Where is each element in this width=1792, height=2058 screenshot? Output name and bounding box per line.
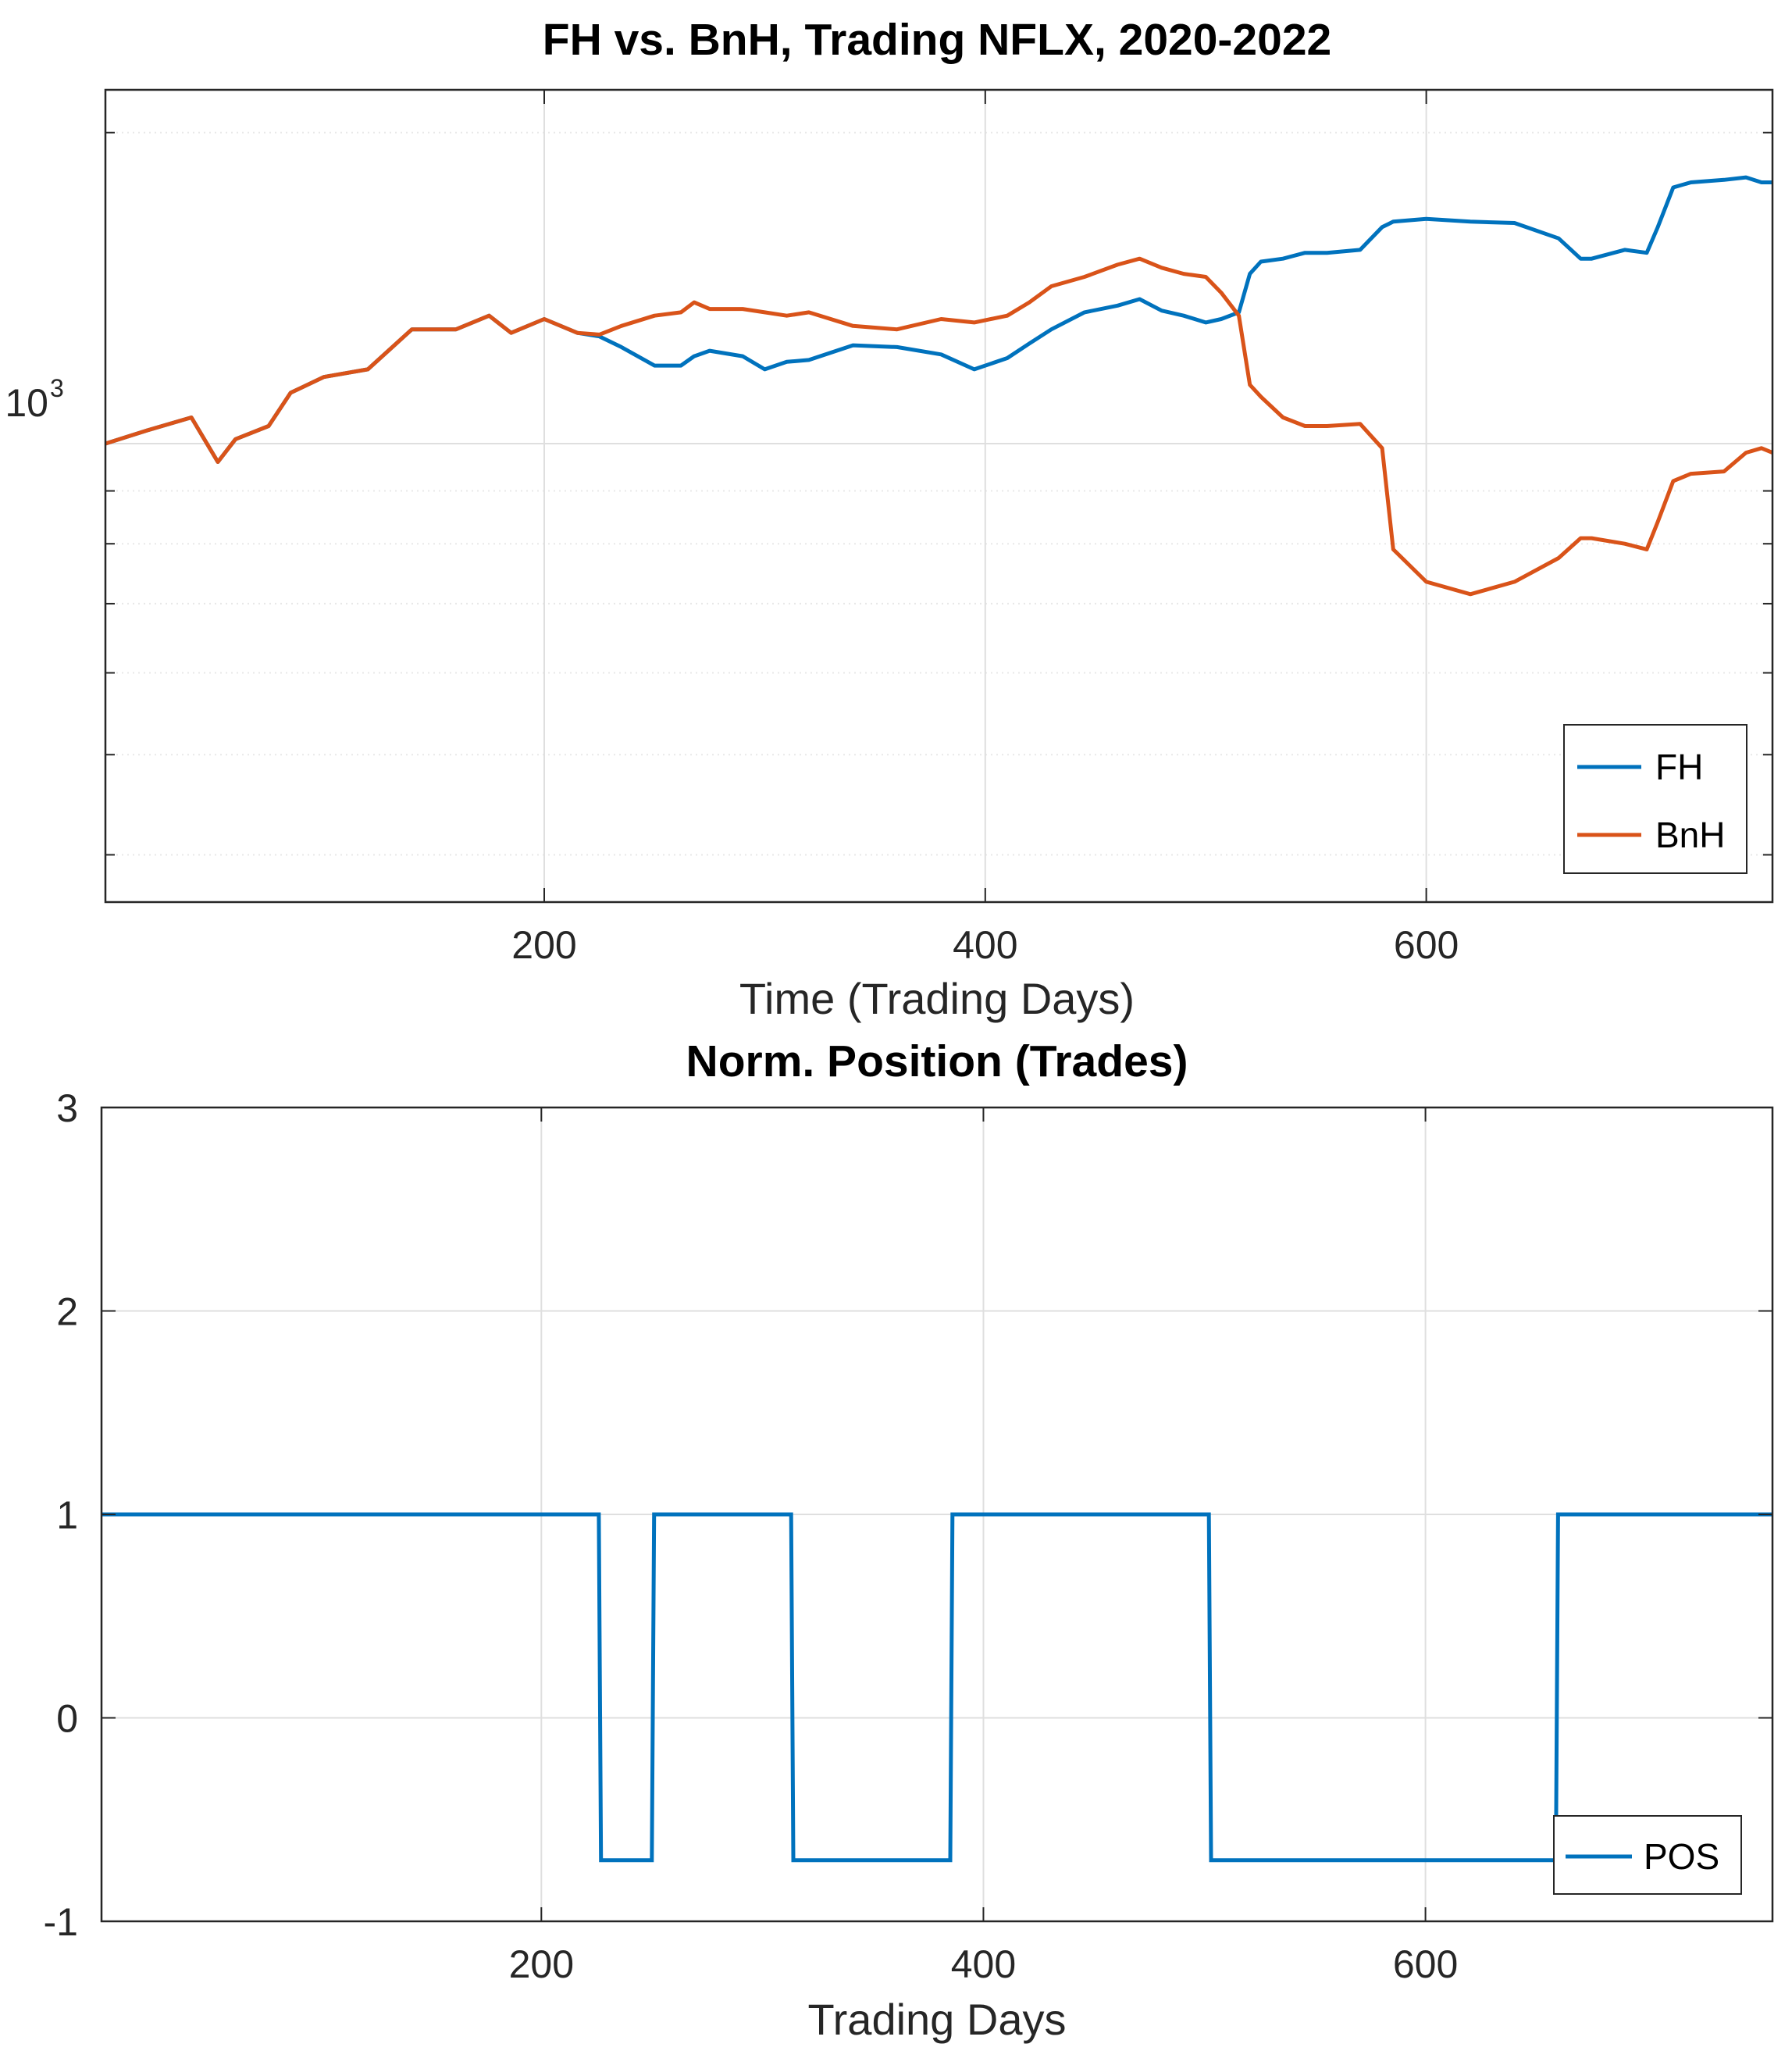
x-tick-label: 400 bbox=[951, 1942, 1016, 1986]
bottom-chart-panel: Norm. Position (Trades) 200 400 600 -1 0 1 2 3… bbox=[44, 1036, 1774, 2044]
y-tick-label: 2 bbox=[56, 1290, 78, 1334]
top-chart-panel: FH vs. BnH, Trading NFLX, 2020-2022 200 4… bbox=[5, 15, 1774, 1023]
y-tick-label-exponent: 3 bbox=[50, 374, 64, 402]
bottom-chart-x-label: Trading Days bbox=[808, 1995, 1067, 2044]
y-tick-label-base: 10 bbox=[5, 381, 48, 425]
x-tick-label: 600 bbox=[1393, 1942, 1458, 1986]
bottom-chart-lines bbox=[102, 1512, 1772, 1863]
x-tick-label: 600 bbox=[1394, 923, 1459, 967]
x-tick-label: 400 bbox=[953, 923, 1017, 967]
top-chart-x-label: Time (Trading Days) bbox=[739, 974, 1135, 1023]
bottom-chart-x-ticks: 200 400 600 bbox=[509, 1107, 1458, 1986]
bottom-chart-title: Norm. Position (Trades) bbox=[686, 1036, 1188, 1086]
y-tick-label: -1 bbox=[44, 1900, 78, 1944]
series-line-pos bbox=[102, 1512, 1772, 1863]
legend-label-pos: POS bbox=[1644, 1836, 1719, 1877]
top-chart-lines bbox=[105, 175, 1773, 597]
legend-label-fh: FH bbox=[1655, 747, 1703, 787]
top-chart-axes bbox=[104, 88, 1774, 904]
x-tick-label: 200 bbox=[509, 1942, 574, 1986]
y-tick-label: 0 bbox=[56, 1697, 78, 1741]
bottom-chart-y-ticks: -1 0 1 2 3 bbox=[44, 1086, 1772, 1944]
x-tick-label: 200 bbox=[511, 923, 576, 967]
top-chart-x-ticks: 200 400 600 bbox=[511, 90, 1459, 967]
y-tick-label: 1 bbox=[56, 1493, 78, 1537]
top-chart-y-tick-1000: 10 3 bbox=[5, 374, 63, 425]
top-chart-grid bbox=[105, 90, 1772, 902]
bottom-chart-legend: POS bbox=[1553, 1815, 1742, 1895]
legend-label-bnh: BnH bbox=[1655, 815, 1725, 855]
legend-box bbox=[1563, 724, 1747, 874]
y-tick-label: 3 bbox=[56, 1086, 78, 1130]
top-chart-legend: FH BnH bbox=[1563, 724, 1747, 874]
top-chart-title: FH vs. BnH, Trading NFLX, 2020-2022 bbox=[543, 15, 1331, 65]
series-line-bnh bbox=[105, 256, 1773, 597]
